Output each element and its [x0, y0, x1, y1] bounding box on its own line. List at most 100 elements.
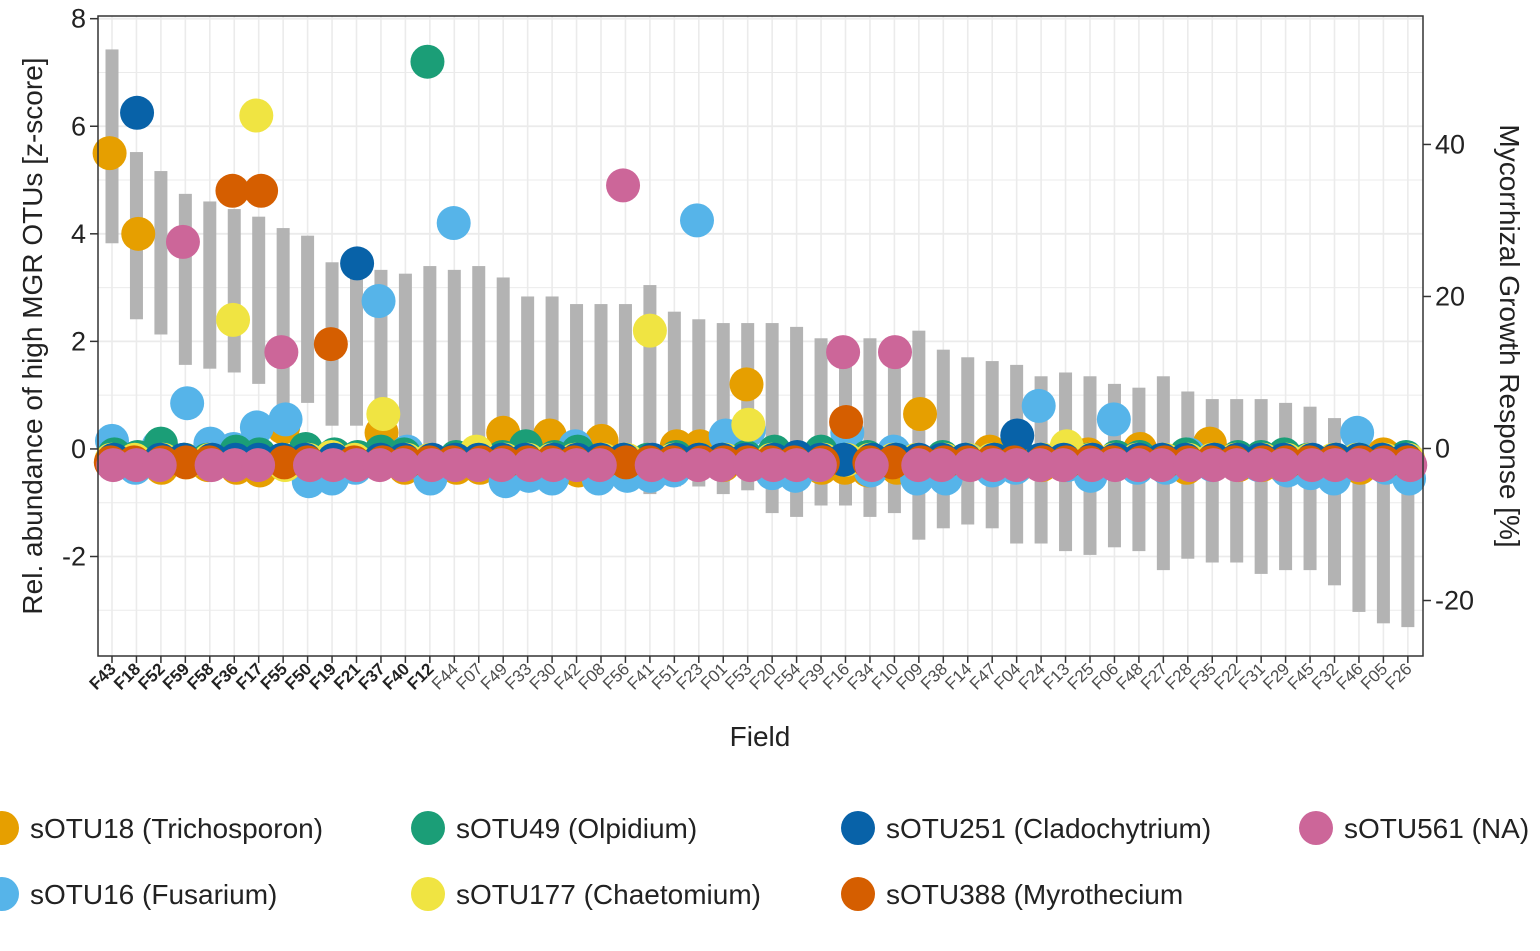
mgr-bar-F33	[521, 296, 535, 468]
point-series6-F37	[362, 448, 397, 483]
point-series6-F16	[826, 335, 861, 370]
point-series6-F09	[901, 448, 936, 483]
point-series6-F21	[339, 448, 374, 483]
y2-axis: 40 20 0 -20	[1423, 129, 1474, 616]
mgr-bar-F26	[1401, 467, 1415, 628]
mgr-bar-F10	[887, 345, 901, 514]
y2-tick-label: 40	[1435, 129, 1465, 159]
legend: sOTU18 (Trichosporon) sOTU16 (Fusarium) sO…	[0, 811, 1529, 911]
point-series1-F46	[1340, 415, 1375, 450]
y-axis-title: Rel. abundance of high MGR OTUs [z-score…	[17, 57, 48, 614]
y2-axis-title: Mycorrhizal Growth Response [%]	[1494, 124, 1525, 547]
legend-label-series3: sOTU177 (Chaetomium)	[456, 879, 761, 910]
point-series5-F19	[313, 327, 348, 362]
point-series6-F50	[293, 448, 327, 483]
point-series6-F13	[1046, 448, 1081, 483]
point-series6-F45	[1294, 448, 1329, 483]
y2-tick-label: -20	[1435, 586, 1474, 616]
y-tick-label: 6	[71, 111, 86, 141]
point-series6-F51	[657, 448, 692, 483]
mgr-bar-F59	[178, 193, 192, 365]
mgr-bar-F09	[912, 330, 926, 540]
legend-key-series6	[1299, 811, 1333, 845]
mgr-bar-F52	[154, 171, 168, 335]
point-series6-F31	[1242, 448, 1277, 483]
legend-label-series1: sOTU16 (Fusarium)	[30, 879, 277, 910]
y-tick-label: 0	[71, 434, 86, 464]
point-series6-F06	[1098, 448, 1133, 483]
point-series6-F23	[681, 448, 716, 483]
point-series6-F58	[194, 448, 229, 483]
point-series1-F24	[1021, 388, 1056, 423]
point-series6-F49	[484, 448, 519, 483]
point-series4-F04	[1000, 418, 1035, 453]
mgr-bar-F34	[863, 338, 877, 517]
point-series6-F48	[1121, 448, 1156, 483]
point-series0-F53	[729, 367, 764, 402]
point-series6-F56	[606, 168, 641, 203]
point-series6-F35	[1196, 448, 1231, 483]
point-series6-F43	[96, 448, 131, 483]
point-series6-F24	[1022, 448, 1057, 483]
legend-key-series1	[0, 877, 19, 911]
point-series1-F06	[1096, 402, 1131, 437]
legend-key-series4	[841, 811, 875, 845]
point-series6-F47	[976, 448, 1011, 483]
legend-label-series2: sOTU49 (Olpidium)	[456, 813, 697, 844]
point-series1-F44	[436, 206, 471, 241]
point-series3-F36	[216, 302, 251, 337]
point-series6-F19	[316, 448, 351, 483]
point-series6-F32	[1318, 448, 1353, 483]
legend-key-series5	[841, 877, 875, 911]
point-series6-F53	[733, 448, 768, 483]
point-series1-F37	[361, 284, 396, 319]
point-series6-F22	[1219, 448, 1254, 483]
point-series1-F17	[239, 410, 274, 445]
point-series5-F36	[215, 173, 250, 208]
y-tick-label: 8	[71, 4, 86, 34]
point-series6-F08	[582, 448, 617, 483]
point-series1-F59	[170, 386, 205, 421]
point-series5-F55	[267, 445, 302, 480]
mgr-bar-F38	[936, 349, 950, 529]
legend-key-series0	[0, 811, 19, 845]
point-series6-F27	[1144, 448, 1179, 483]
legend-label-series5: sOTU388 (Myrothecium	[886, 879, 1183, 910]
point-series0-F43	[92, 136, 127, 171]
x-tick-label-F26: F26	[1382, 659, 1416, 693]
legend-label-series6: sOTU561 (NA)	[1344, 813, 1529, 844]
point-series6-F26	[1393, 448, 1428, 483]
mgr-bar-F56	[618, 304, 632, 479]
point-series3-F37	[366, 396, 401, 431]
point-series6-F07	[461, 448, 496, 483]
point-series6-F20	[756, 448, 791, 483]
legend-label-series0: sOTU18 (Trichosporon)	[30, 813, 323, 844]
point-series6-F25	[1074, 448, 1109, 483]
y-tick-label: 2	[71, 326, 86, 356]
mgr-bar-F12	[423, 266, 437, 453]
mgr-bar-F17	[252, 216, 266, 384]
panel-border	[97, 15, 1424, 657]
point-series6-F59	[165, 224, 200, 259]
panel-background	[98, 16, 1423, 656]
mgr-bar-F40	[398, 273, 412, 445]
legend-key-series2	[411, 811, 445, 845]
point-series6-F17	[241, 448, 276, 483]
point-series6-F40	[386, 448, 420, 483]
point-series6-F34	[854, 448, 889, 483]
point-series6-F29	[1266, 448, 1301, 483]
y-tick-label: -2	[62, 542, 86, 572]
point-series6-F36	[217, 448, 252, 483]
point-series6-F30	[536, 448, 571, 483]
legend-key-series3	[411, 877, 445, 911]
point-series6-F14	[953, 448, 988, 483]
mgr-bar-F21	[350, 266, 363, 426]
y-tick-label: 4	[71, 219, 86, 249]
point-series6-F12	[414, 448, 449, 483]
y-axis: 8 6 4 2 0 -2	[62, 4, 98, 572]
point-series6-F01	[704, 448, 739, 483]
point-series6-F05	[1364, 448, 1399, 483]
mgr-bar-F05	[1376, 452, 1390, 624]
point-series5-F17	[244, 173, 279, 208]
